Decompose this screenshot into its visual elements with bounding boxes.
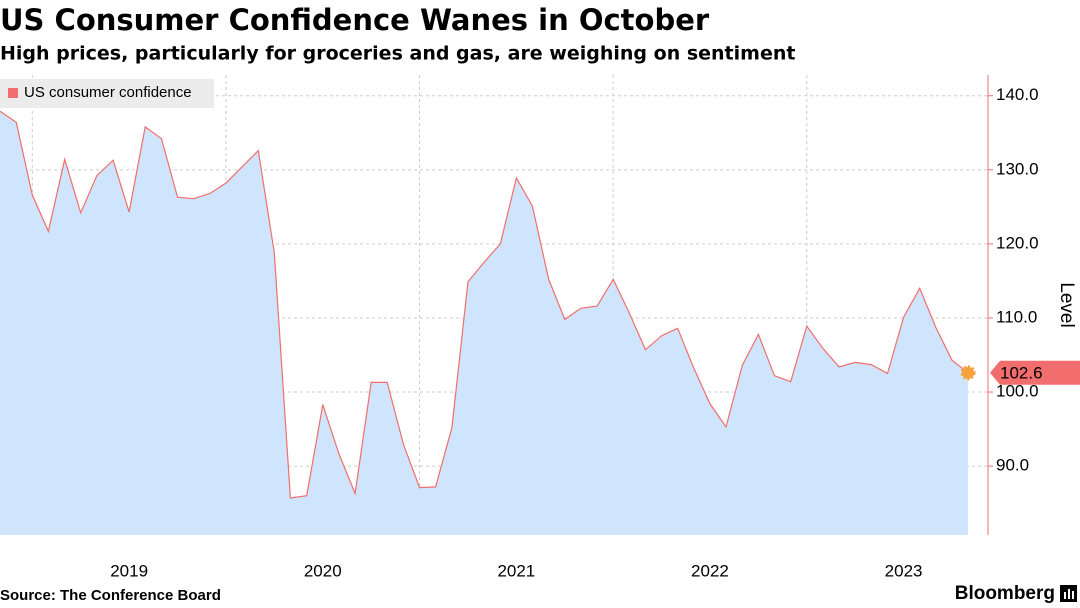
legend-label: US consumer confidence <box>24 84 192 101</box>
last-value-label: 102.6 <box>1000 363 1043 382</box>
y-tick-label: 120.0 <box>996 233 1039 252</box>
x-tick-label: 2020 <box>304 561 342 580</box>
y-tick-label: 140.0 <box>996 85 1039 104</box>
y-tick-label: 100.0 <box>996 382 1039 401</box>
brand-icon <box>1060 585 1077 602</box>
area <box>0 111 969 536</box>
y-tick-label: 130.0 <box>996 159 1039 178</box>
chart-subtitle: High prices, particularly for groceries … <box>0 43 795 65</box>
brand: Bloomberg <box>955 583 1055 604</box>
x-tick-label: 2022 <box>691 561 729 580</box>
last-point <box>960 365 976 381</box>
line <box>0 110 969 499</box>
x-tick-label: 2021 <box>497 561 535 580</box>
plot-area <box>0 75 988 536</box>
legend-swatch <box>8 88 18 98</box>
source: Source: The Conference Board <box>0 587 221 604</box>
chart-title: US Consumer Confidence Wanes in October <box>0 3 710 37</box>
y-axis-label: Level <box>1056 282 1077 327</box>
y-tick-label: 90.0 <box>996 456 1029 475</box>
last-value-tag <box>990 360 1080 385</box>
x-tick-label: 2023 <box>885 561 923 580</box>
legend-box <box>0 79 214 108</box>
x-tick-label: 2019 <box>110 561 148 580</box>
y-tick-label: 110.0 <box>996 307 1037 326</box>
